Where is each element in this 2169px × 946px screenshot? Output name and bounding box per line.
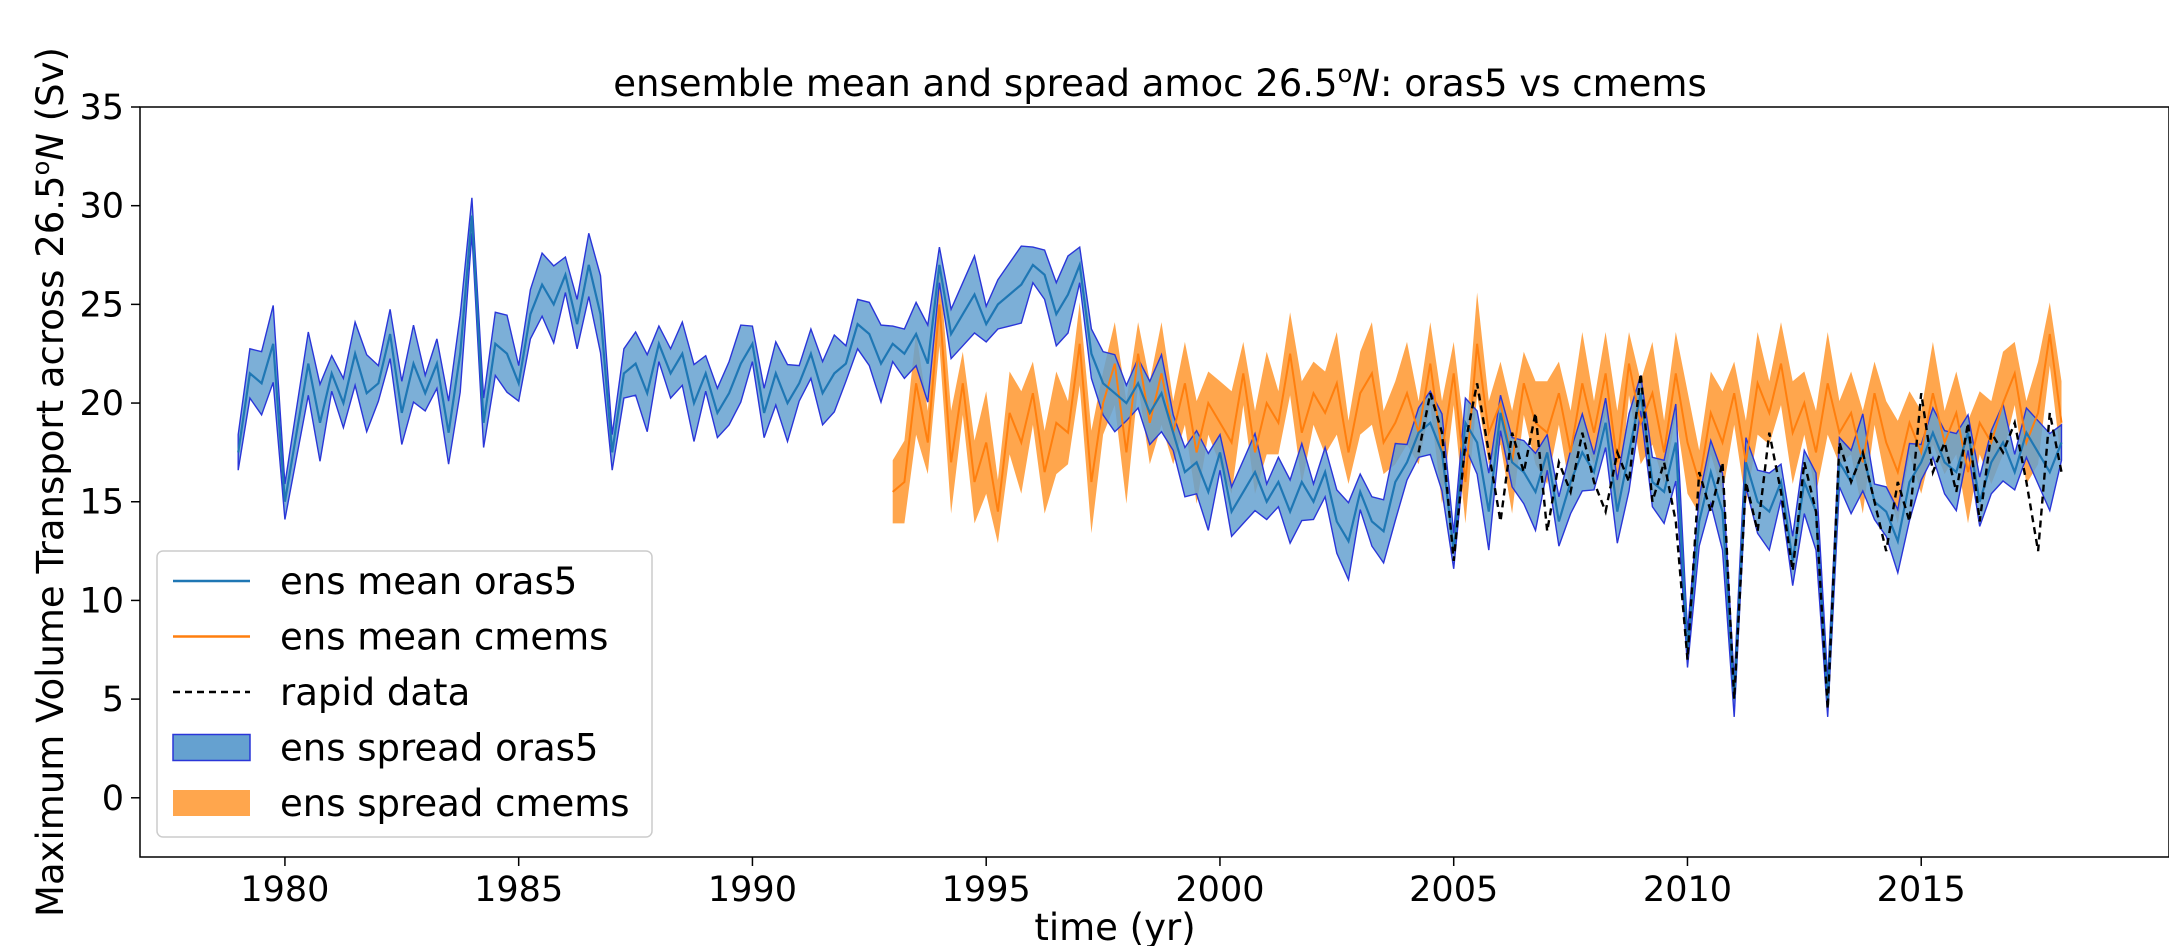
y-tick-label: 5: [102, 680, 124, 720]
y-tick-label: 25: [79, 285, 124, 325]
ensemble-mean-lines: [237, 215, 2063, 710]
x-tick-label: 2005: [1409, 870, 1498, 910]
y-tick-label: 30: [79, 187, 124, 227]
x-tick-label: 1985: [474, 870, 563, 910]
chart-title: ensemble mean and spread amoc 26.5oN: or…: [613, 60, 1706, 105]
cmems-mean-line: [892, 304, 2063, 512]
plot-frame: [139, 106, 2169, 858]
legend-label: ens spread cmems: [280, 782, 630, 825]
x-tick-label: 1980: [240, 870, 329, 910]
x-tick-label: 2010: [1643, 870, 1732, 910]
y-tick-label: 15: [79, 483, 124, 523]
legend-label: rapid data: [280, 671, 470, 714]
x-axis-ticks: 1980 1985 1990 1995 2000 2005 2010 2015: [240, 857, 1966, 910]
legend-swatch: [173, 790, 250, 816]
legend-swatch: [172, 733, 251, 762]
x-tick-label: 2015: [1877, 870, 1966, 910]
y-tick-label: 10: [79, 581, 124, 621]
rapid-data-line: [1417, 373, 2063, 710]
legend-label: ens mean oras5: [280, 560, 577, 603]
legend-box: [156, 550, 653, 838]
x-tick-label: 2000: [1175, 870, 1264, 910]
oras5-spread-band: [237, 197, 2063, 717]
y-tick-label: 35: [79, 88, 124, 128]
oras5-mean-line: [237, 215, 2063, 700]
y-tick-label: 20: [79, 384, 124, 424]
legend-label: ens spread oras5: [280, 727, 598, 770]
x-tick-label: 1990: [708, 870, 797, 910]
y-axis-ticks: 0 5 10 15 20 25 30 35: [79, 88, 140, 819]
y-axis-label: Maximum Volume Transport across 26.5oN (…: [27, 47, 72, 917]
legend-label: ens mean cmems: [280, 616, 608, 659]
x-tick-label: 1995: [942, 870, 1031, 910]
y-tick-label: 0: [102, 779, 124, 819]
legend: ens mean oras5 ens mean cmems rapid data en…: [156, 550, 653, 838]
x-axis-label: time (yr): [1034, 906, 1195, 946]
